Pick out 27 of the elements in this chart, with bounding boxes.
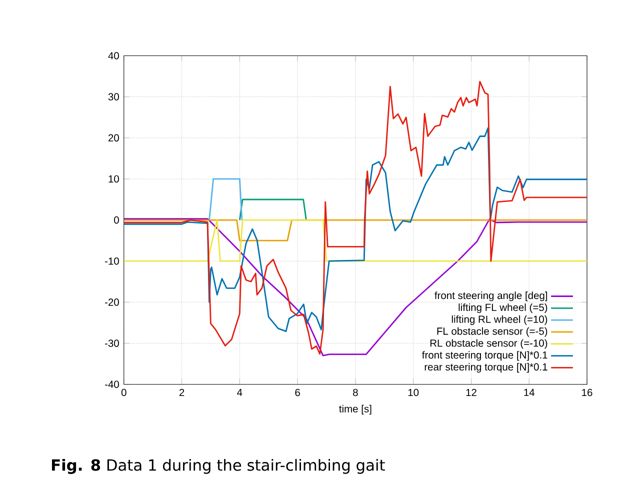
y-tick-label: 30: [108, 93, 119, 100]
x-tick-label: 14: [524, 388, 535, 396]
y-tick-label: -20: [105, 298, 119, 306]
y-tick-label: -10: [105, 258, 119, 265]
y-tick-label: 10: [108, 175, 119, 183]
legend-label: FL obstacle sensor (=-5): [437, 327, 548, 337]
legend-label: lifting FL wheel (=5): [458, 304, 548, 314]
x-tick-label: 6: [295, 388, 300, 396]
y-tick-label: -30: [105, 340, 119, 347]
legend-label: lifting RL wheel (=10): [452, 315, 548, 325]
text: Fig. 8 Data 1 during the stair-climbing gait: [52, 459, 385, 474]
x-tick-label: 16: [582, 388, 592, 396]
y-tick-label: 20: [108, 134, 119, 142]
legend-label: front steering angle [deg]: [434, 292, 548, 302]
legend-label: RL obstacle sensor (=-10): [430, 339, 548, 349]
y-tick-label: 0: [114, 216, 119, 224]
x-tick-label: 0: [121, 388, 126, 396]
legend-label: rear steering torque [N]*0.1: [424, 363, 548, 373]
x-axis-title: time [s]: [339, 404, 372, 415]
x-tick-label: 12: [466, 388, 476, 396]
x-tick-label: 8: [353, 388, 358, 396]
x-tick-label: 10: [408, 388, 419, 396]
x-tick-label: 4: [237, 388, 242, 396]
x-tick-label: 2: [179, 388, 184, 396]
y-tick-label: -40: [105, 380, 119, 388]
y-tick-label: 40: [108, 52, 119, 60]
legend-label: front steering torque [N]*0.1: [422, 351, 548, 361]
